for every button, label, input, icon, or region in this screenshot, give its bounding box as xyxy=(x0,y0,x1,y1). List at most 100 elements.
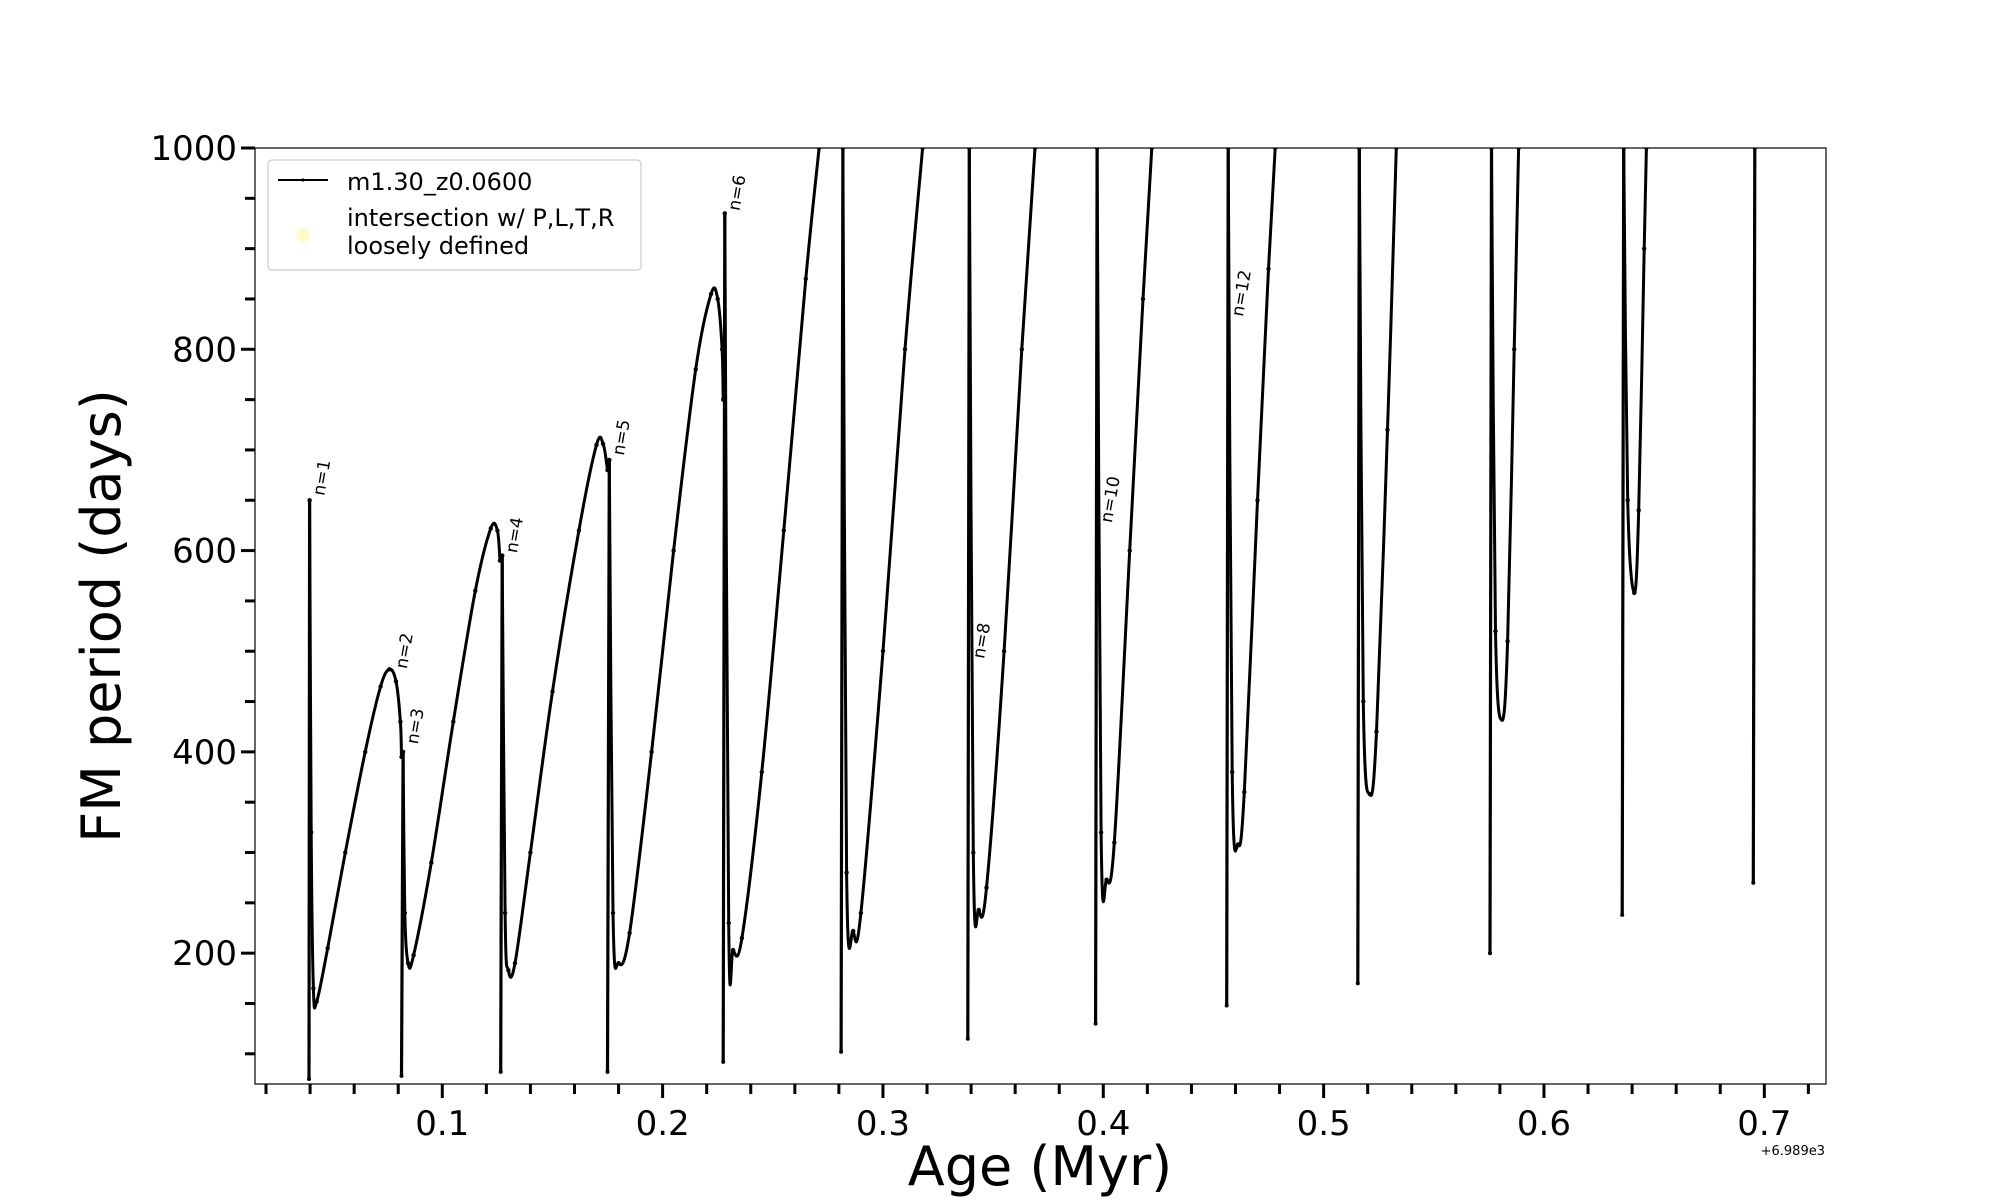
series-point xyxy=(1230,769,1235,775)
series-point xyxy=(343,850,348,855)
series-point xyxy=(1235,842,1241,847)
series-point xyxy=(1493,628,1498,634)
annotation-label: n=4 xyxy=(502,516,528,555)
series-point xyxy=(627,930,632,936)
y-axis-label: FM period (days) xyxy=(70,389,133,843)
series-cycle-6 xyxy=(841,148,925,951)
series-point xyxy=(759,769,764,775)
x-axis: 0.1 0.2 0.3 0.4 0.5 0.6 0.7 xyxy=(264,1084,1810,1144)
series-point xyxy=(1620,912,1625,917)
plot-frame xyxy=(254,147,1827,1085)
annotation-label: n=2 xyxy=(392,631,418,670)
series-point xyxy=(528,850,533,855)
series-point xyxy=(1266,266,1271,271)
series-cycle-12 xyxy=(1622,148,1648,595)
series-point xyxy=(1242,789,1247,795)
series-cycle-5 xyxy=(723,148,821,987)
series-point xyxy=(1255,498,1260,503)
x-tick-label: 0.6 xyxy=(1517,1104,1571,1144)
series-point xyxy=(721,1059,726,1064)
series-point xyxy=(363,749,368,755)
series-point xyxy=(1001,649,1007,654)
series-point xyxy=(858,910,864,916)
series-point xyxy=(803,276,808,281)
series-point xyxy=(1642,246,1647,251)
series-point xyxy=(781,528,786,533)
series-point xyxy=(473,588,478,593)
y-tick-label: 800 xyxy=(172,330,237,370)
series-point xyxy=(451,719,456,724)
series-point xyxy=(616,961,621,966)
series-point xyxy=(550,689,555,694)
series-point xyxy=(1374,729,1379,734)
series-point xyxy=(671,548,676,553)
series-point xyxy=(307,498,312,503)
series-point xyxy=(971,850,976,855)
x-tick-label: 0.4 xyxy=(1076,1104,1130,1144)
series-point xyxy=(605,1069,610,1074)
x-axis-label: Age (Myr) xyxy=(908,1135,1173,1198)
series-cycle-7 xyxy=(967,148,1037,929)
series-point xyxy=(1224,1003,1229,1008)
series-point xyxy=(1505,639,1510,644)
annotation-label: n=10 xyxy=(1097,475,1125,524)
series-point xyxy=(1512,347,1517,352)
series-cycle-1 xyxy=(308,500,403,1010)
annotation-label: n=12 xyxy=(1228,269,1256,318)
series-point xyxy=(311,986,316,991)
series-point xyxy=(393,679,399,684)
x-offset-label: +6.989e3 xyxy=(1761,1144,1825,1159)
series-point xyxy=(400,749,406,755)
series-point xyxy=(411,953,416,958)
legend-marker-swatch xyxy=(296,228,310,242)
series-point xyxy=(594,442,599,448)
series-point xyxy=(500,553,505,558)
series-pulse-13 xyxy=(1751,148,1757,883)
series-layer xyxy=(307,148,1757,1081)
series-point xyxy=(976,907,981,913)
annotation-label: n=3 xyxy=(403,707,429,746)
x-tick-label: 0.2 xyxy=(636,1104,690,1144)
series-point xyxy=(429,860,434,865)
annotation-label: n=1 xyxy=(309,458,335,497)
series-point xyxy=(1625,498,1630,503)
series-point xyxy=(1355,981,1360,986)
series-point xyxy=(839,1049,844,1054)
series-point xyxy=(1488,951,1492,956)
y-tick-label: 1000 xyxy=(150,129,237,169)
series-point xyxy=(309,830,314,835)
annotation-label: n=5 xyxy=(609,418,635,457)
legend-frame xyxy=(267,159,642,271)
series-point xyxy=(1112,840,1117,845)
x-tick-label: 0.7 xyxy=(1737,1104,1791,1144)
series-point xyxy=(600,441,606,447)
series-point xyxy=(1751,880,1756,885)
series-point xyxy=(1367,791,1373,797)
series-point xyxy=(402,910,407,916)
series-point xyxy=(902,347,908,352)
series-point xyxy=(1632,590,1637,596)
series-point xyxy=(965,1036,970,1041)
legend-entry-series: m1.30_z0.0600 xyxy=(347,168,532,196)
series-point xyxy=(722,211,727,216)
series-point xyxy=(1636,508,1641,513)
series-point xyxy=(399,1073,404,1078)
series-point xyxy=(1019,347,1024,352)
series-point xyxy=(506,968,511,973)
series-point xyxy=(610,910,616,916)
series-point xyxy=(1093,1021,1098,1026)
x-tick-label: 0.1 xyxy=(415,1104,469,1144)
series-point xyxy=(708,291,714,297)
series-point xyxy=(1385,427,1390,432)
series-point xyxy=(378,684,383,689)
y-axis: 200 400 600 800 1000 xyxy=(150,129,255,1056)
series-point xyxy=(1140,296,1146,302)
series-cycle-4 xyxy=(607,286,725,970)
series-point xyxy=(1104,877,1109,882)
series-point xyxy=(307,1077,311,1081)
series-point xyxy=(314,999,319,1004)
series-cycle-11 xyxy=(1490,148,1521,722)
series-point xyxy=(488,526,493,531)
annotation-label: n=6 xyxy=(725,173,751,212)
y-tick-label: 200 xyxy=(172,934,237,974)
